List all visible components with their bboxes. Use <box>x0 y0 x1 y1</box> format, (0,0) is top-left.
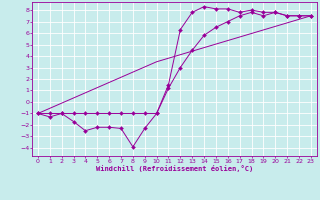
X-axis label: Windchill (Refroidissement éolien,°C): Windchill (Refroidissement éolien,°C) <box>96 165 253 172</box>
